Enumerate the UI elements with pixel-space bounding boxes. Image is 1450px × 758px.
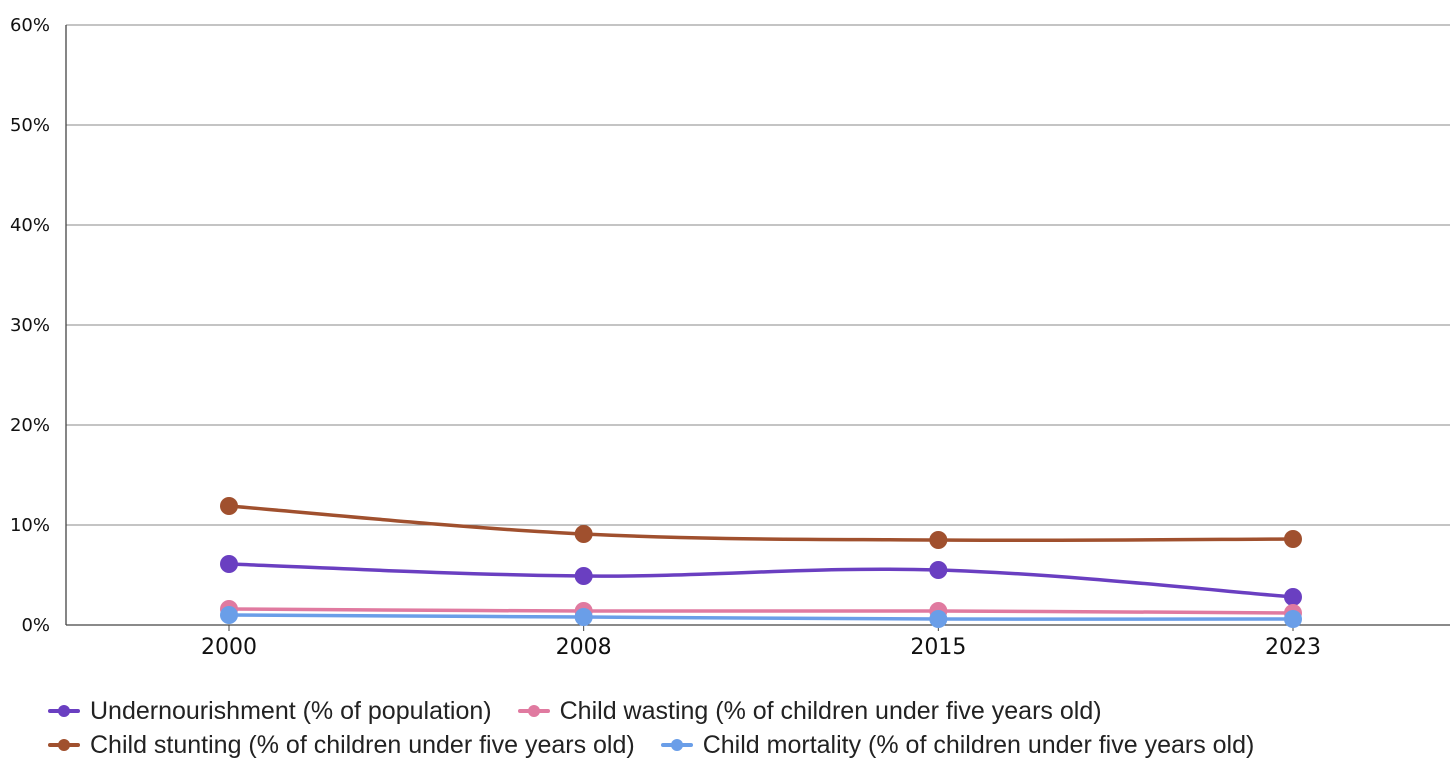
x-tick-label: 2015 xyxy=(910,635,966,660)
legend-swatch-icon xyxy=(48,738,80,752)
legend-swatch-icon xyxy=(517,704,550,718)
y-tick-label: 30% xyxy=(10,315,50,336)
data-point xyxy=(220,497,238,515)
data-point xyxy=(929,561,948,579)
legend-label: Child wasting (% of children under five … xyxy=(559,696,1102,725)
y-tick-label: 10% xyxy=(10,515,50,536)
y-tick-label: 20% xyxy=(10,415,50,436)
x-tick-label: 2008 xyxy=(556,635,612,660)
legend-label: Child stunting (% of children under five… xyxy=(90,730,635,758)
x-tick-label: 2000 xyxy=(201,635,257,660)
legend-item-child-stunting[interactable]: Child stunting (% of children under five… xyxy=(48,731,635,758)
legend-label: Undernourishment (% of population) xyxy=(90,696,492,725)
y-tick-label: 50% xyxy=(10,115,50,136)
legend-swatch-icon xyxy=(48,704,80,718)
legend-item-undernourishment[interactable]: Undernourishment (% of population) xyxy=(48,697,492,726)
y-tick-label: 0% xyxy=(21,615,50,636)
legend-item-child-wasting[interactable]: Child wasting (% of children under five … xyxy=(517,696,1102,726)
legend-item-child-mortality[interactable]: Child mortality (% of children under fiv… xyxy=(660,730,1255,758)
data-point xyxy=(1284,530,1302,548)
legend-row-2: Child stunting (% of children under five… xyxy=(48,728,1448,758)
data-point xyxy=(1284,588,1302,606)
x-tick-label: 2023 xyxy=(1265,635,1321,660)
data-point xyxy=(574,608,593,626)
series-line xyxy=(227,504,1295,543)
legend: Undernourishment (% of population) Child… xyxy=(48,694,1448,758)
y-tick-label: 40% xyxy=(10,215,50,236)
legend-row-1: Undernourishment (% of population) Child… xyxy=(48,694,1448,728)
legend-swatch-icon xyxy=(660,738,693,752)
data-point xyxy=(574,567,593,585)
data-point xyxy=(929,610,948,628)
line-chart: 0% 10% 20% 30% 40% 50% 60% 2000 2008 2015 2023 xyxy=(10,15,1450,660)
series-line xyxy=(227,613,1295,621)
data-point xyxy=(220,606,238,624)
data-point xyxy=(1284,610,1302,628)
data-point xyxy=(929,531,948,549)
legend-label: Child mortality (% of children under fiv… xyxy=(702,730,1255,758)
series-line xyxy=(227,562,1295,599)
series-line xyxy=(227,607,1295,615)
y-tick-label: 60% xyxy=(10,15,50,36)
data-point xyxy=(220,555,238,573)
data-point xyxy=(574,525,593,543)
